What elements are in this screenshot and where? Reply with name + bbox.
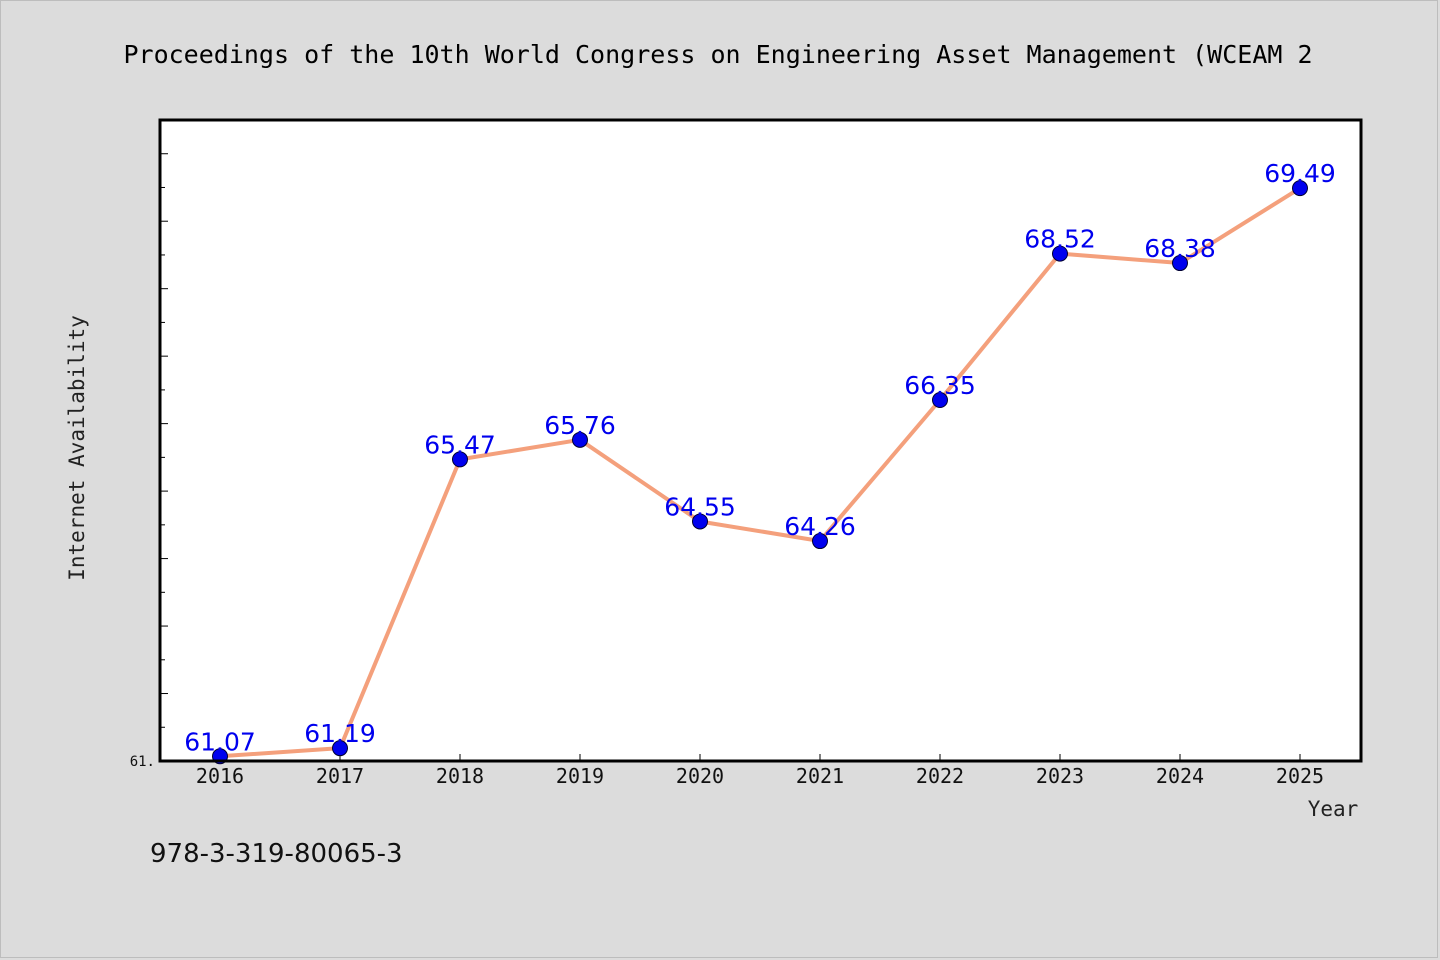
data-point: [332, 740, 348, 757]
data-point: [692, 513, 708, 530]
data-point: [452, 451, 468, 468]
data-label: 69.49: [1264, 159, 1336, 188]
x-tick-label: 2021: [796, 764, 844, 788]
x-tick-label: 2024: [1156, 764, 1204, 788]
x-tick-label: 2016: [196, 764, 244, 788]
data-label: 65.47: [424, 430, 496, 459]
y-tick-label: 61.: [130, 754, 155, 770]
x-tick-label: 2017: [316, 764, 364, 788]
x-tick-label: 2022: [916, 764, 964, 788]
y-tick-labels: 61.: [130, 754, 155, 770]
data-label: 68.38: [1144, 234, 1216, 263]
data-label: 64.26: [784, 512, 856, 541]
plot-area: [160, 120, 1361, 761]
data-point: [572, 431, 588, 448]
x-tick-label: 2018: [436, 764, 484, 788]
data-point: [812, 533, 828, 550]
x-tick-labels: 2016 2017 2018 2019 2020 2021 2022 2023 2024 2025: [196, 764, 1324, 788]
data-label: 61.07: [184, 727, 256, 756]
data-label: 61.19: [304, 719, 376, 748]
data-point: [932, 392, 948, 409]
x-tick-label: 2025: [1276, 764, 1324, 788]
y-axis-label: Internet Availability: [65, 315, 89, 581]
data-label: 65.76: [544, 411, 616, 440]
x-tick-label: 2023: [1036, 764, 1084, 788]
x-axis-label: Year: [1308, 797, 1359, 821]
data-label: 66.35: [904, 371, 976, 400]
data-point: [1292, 180, 1308, 197]
data-label: 68.52: [1024, 225, 1096, 254]
data-label: 64.55: [664, 492, 736, 521]
series-line: [219, 186, 1302, 759]
data-labels: 61.07 61.19 65.47 65.76 64.55 64.26 66.35 68.52…: [184, 159, 1336, 756]
x-tick-label: 2019: [556, 764, 604, 788]
data-point: [1172, 255, 1188, 272]
data-point: [1052, 245, 1068, 262]
x-tick-label: 2020: [676, 764, 724, 788]
footer-isbn: 978-3-319-80065-3: [150, 839, 403, 869]
plot-border: [158, 118, 1363, 763]
chart-title: Proceedings of the 10th World Congress o…: [123, 40, 1312, 69]
